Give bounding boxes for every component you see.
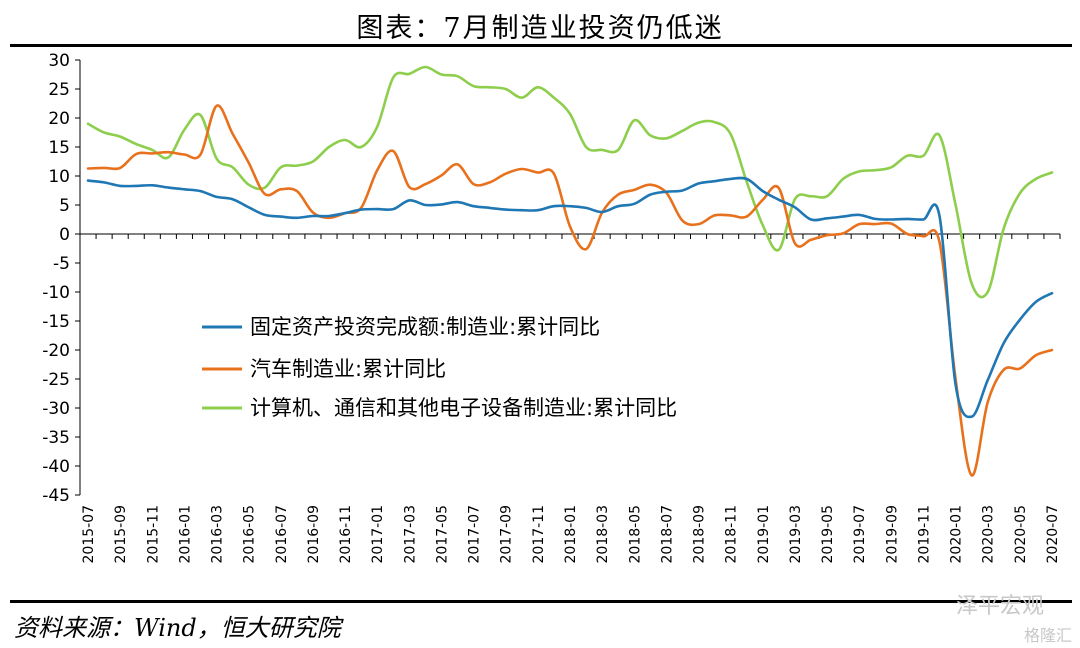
x-tick-label: 2016-03 [210,505,226,564]
legend-label-0: 固定资产投资完成额:制造业:累计同比 [250,315,600,339]
series-line-1 [86,104,1054,477]
y-tick-label: -30 [42,399,70,419]
y-tick-label: -15 [42,312,70,332]
x-tick-label: 2016-07 [274,505,290,564]
x-tick-label: 2019-01 [756,505,772,564]
x-tick-label: 2017-05 [434,505,450,564]
x-tick-label: 2017-09 [499,505,515,564]
legend-label-1: 汽车制造业:累计同比 [250,357,446,381]
y-tick-label: 5 [59,196,70,216]
x-tick-label: 2019-05 [820,505,836,564]
x-tick-label: 2017-01 [370,505,386,564]
chart-title: 图表：7月制造业投资仍低迷 [356,13,724,44]
x-tick-label: 2018-01 [563,505,579,564]
x-tick-label: 2018-05 [627,505,643,564]
x-tick-label: 2016-01 [177,505,193,564]
y-tick-label: -20 [42,341,70,361]
x-tick-label: 2018-07 [659,505,675,564]
x-tick-label: 2019-07 [852,505,868,564]
series-line-2 [86,65,1054,299]
chart-legend: 固定资产投资完成额:制造业:累计同比汽车制造业:累计同比计算机、通信和其他电子设… [202,315,677,420]
x-tick-label: 2017-11 [531,505,547,564]
x-tick-label: 2020-05 [1013,505,1029,564]
y-tick-label: 0 [59,225,70,245]
x-tick-label: 2015-11 [145,505,161,564]
x-tick-label: 2019-03 [788,505,804,564]
y-tick-label: -5 [53,254,70,274]
y-tick-label: 20 [48,109,70,129]
line-chart: 30 25 20 15 10 5 0 -5 -10 -15 -20 -25 -30 -35 -40 -45 20… [42,51,1061,564]
x-tick-label: 2017-03 [402,505,418,564]
y-tick-label: -25 [42,370,70,390]
x-tick-label: 2018-09 [692,505,708,564]
legend-label-2: 计算机、通信和其他电子设备制造业:累计同比 [250,396,677,420]
y-tick-label: -35 [42,428,70,448]
y-tick-label: 15 [48,138,70,158]
x-tick-label: 2020-01 [949,505,965,564]
x-tick-label: 2016-11 [338,505,354,564]
x-tick-label: 2019-11 [916,505,932,564]
source-note: 资料来源：Wind，恒大研究院 [14,614,341,642]
top-rule [10,44,1072,47]
series-line-0 [86,176,1054,419]
chart-series [86,65,1054,477]
watermark-secondary: 格隆汇 [1023,626,1072,645]
x-tick-label: 2018-11 [724,505,740,564]
x-tick-label: 2019-09 [884,505,900,564]
y-tick-label: -40 [42,457,70,477]
y-tick-label: 10 [48,167,70,187]
x-tick-label: 2016-09 [306,505,322,564]
x-tick-label: 2017-07 [467,505,483,564]
x-tick-label: 2018-03 [595,505,611,564]
y-tick-label: -45 [42,486,70,506]
x-tick-label: 2020-07 [1045,505,1061,564]
x-tick-label: 2015-09 [113,505,129,564]
chart-axes: 30 25 20 15 10 5 0 -5 -10 -15 -20 -25 -30 -35 -40 -45 20… [42,51,1061,564]
y-tick-label: 25 [48,80,70,100]
bottom-rule [10,600,1072,603]
x-tick-label: 2016-05 [242,505,258,564]
y-tick-label: -10 [42,283,70,303]
watermark: 泽平宏观 [955,594,1044,619]
x-tick-label: 2015-07 [81,505,97,564]
x-tick-label: 2020-03 [981,505,997,564]
y-tick-label: 30 [48,51,70,71]
